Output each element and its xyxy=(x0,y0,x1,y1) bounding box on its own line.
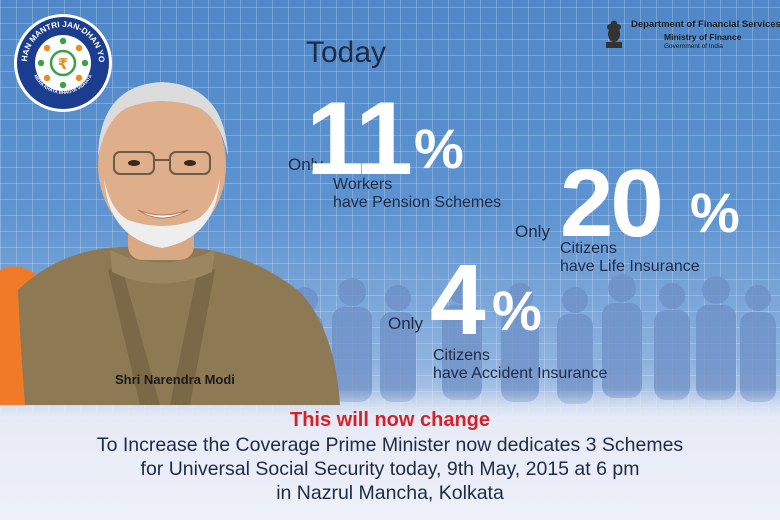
stat3-line2: have Accident Insurance xyxy=(433,365,608,382)
stat1-number: 11 xyxy=(306,81,413,197)
stat2-line2: have Life Insurance xyxy=(560,258,700,275)
body-line-1: To Increase the Coverage Prime Minister … xyxy=(96,434,684,456)
ministry-name: Ministry of Finance xyxy=(664,32,742,42)
stat3-line1: Citizens xyxy=(433,347,490,364)
body-line-3: in Nazrul Mancha, Kolkata xyxy=(276,482,504,504)
stat3-number: 4 xyxy=(430,244,486,356)
national-emblem-icon xyxy=(606,20,622,48)
headline-today: Today xyxy=(306,36,387,69)
rupee-symbol-icon: ₹ xyxy=(58,55,68,73)
person-caption: Shri Narendra Modi xyxy=(115,372,235,387)
stat2-unit: % xyxy=(690,181,740,244)
stat2-prefix: Only xyxy=(515,222,550,241)
government-name: Government of India xyxy=(664,43,723,50)
pmjdy-logo: PRADHAN MANTRI JAN-DHAN YOJANA MERA KHAT… xyxy=(13,13,112,112)
stat2-number: 20 xyxy=(560,150,664,257)
stat1-line2: have Pension Schemes xyxy=(333,194,502,211)
body-line-2: for Universal Social Security today, 9th… xyxy=(140,458,640,480)
stat1-unit: % xyxy=(414,117,464,180)
stat1-prefix: Only xyxy=(288,155,323,174)
ministry-header: Department of Financial Services Ministr… xyxy=(603,16,780,56)
stat3-unit: % xyxy=(492,279,542,342)
change-heading: This will now change xyxy=(289,409,491,431)
stat3-prefix: Only xyxy=(388,314,423,333)
logo-people-ring-icon xyxy=(37,37,89,89)
bottom-band xyxy=(0,388,780,520)
prime-minister-photo xyxy=(0,82,340,405)
stat2-line1: Citizens xyxy=(560,240,617,257)
department-name: Department of Financial Services xyxy=(631,19,780,30)
stat1-line1: Workers xyxy=(333,176,393,193)
